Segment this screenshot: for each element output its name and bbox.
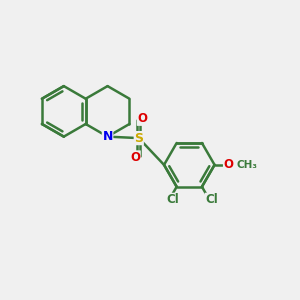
Text: N: N <box>102 130 113 143</box>
Text: CH₃: CH₃ <box>236 160 257 170</box>
Text: O: O <box>224 158 233 171</box>
Text: O: O <box>137 112 147 125</box>
Text: Cl: Cl <box>167 193 179 206</box>
Text: Cl: Cl <box>205 193 218 206</box>
Text: O: O <box>130 151 140 164</box>
Text: S: S <box>134 132 143 145</box>
